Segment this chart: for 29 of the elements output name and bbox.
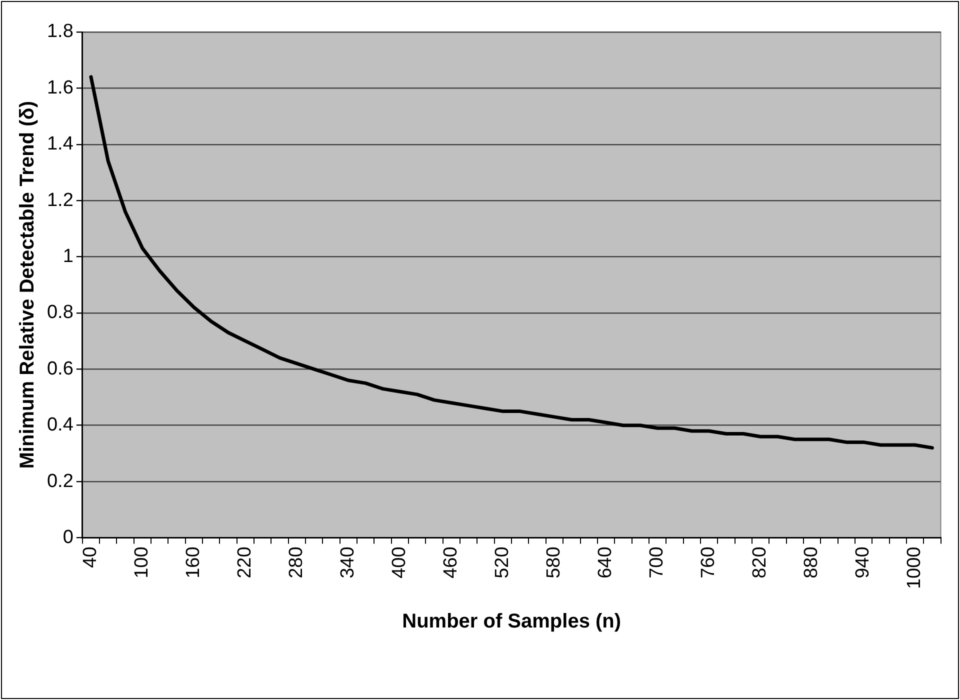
- x-tick-label: 940: [852, 546, 874, 578]
- x-tick-label: 400: [389, 546, 410, 578]
- y-tick-label: 0.8: [46, 302, 74, 324]
- x-tick-label: 700: [646, 546, 668, 578]
- x-tick-label: 580: [544, 546, 565, 578]
- y-tick-label: 0.6: [46, 358, 74, 380]
- y-tick-label: 1.2: [46, 190, 74, 211]
- x-tick-label: 40: [80, 546, 102, 568]
- y-tick-label: 1.4: [46, 134, 74, 155]
- x-tick-label: 160: [183, 546, 204, 578]
- x-tick-label: 340: [338, 546, 359, 578]
- y-axis-title: Minimum Relative Detectable Trend (δ): [16, 100, 39, 469]
- x-axis-title: Number of Samples (n): [402, 610, 622, 633]
- y-tick-label: 0.4: [46, 414, 74, 436]
- x-tick-label: 520: [492, 546, 514, 578]
- y-tick-label: 0: [62, 526, 74, 548]
- x-tick-label: 1000: [904, 546, 926, 590]
- y-tick-label: 1.6: [46, 77, 74, 98]
- y-tick-label: 1.8: [46, 21, 74, 42]
- x-tick-label: 760: [698, 546, 720, 578]
- y-tick-label: 0.2: [46, 470, 74, 492]
- x-tick-label: 220: [234, 546, 256, 578]
- x-tick-label: 280: [286, 546, 308, 578]
- x-tick-label: 460: [440, 546, 462, 578]
- x-tick-label: 100: [132, 546, 153, 578]
- x-tick-label: 640: [595, 546, 616, 578]
- y-tick-label: 1: [62, 246, 74, 268]
- x-tick-label: 880: [801, 546, 822, 578]
- x-tick-label: 820: [750, 546, 771, 578]
